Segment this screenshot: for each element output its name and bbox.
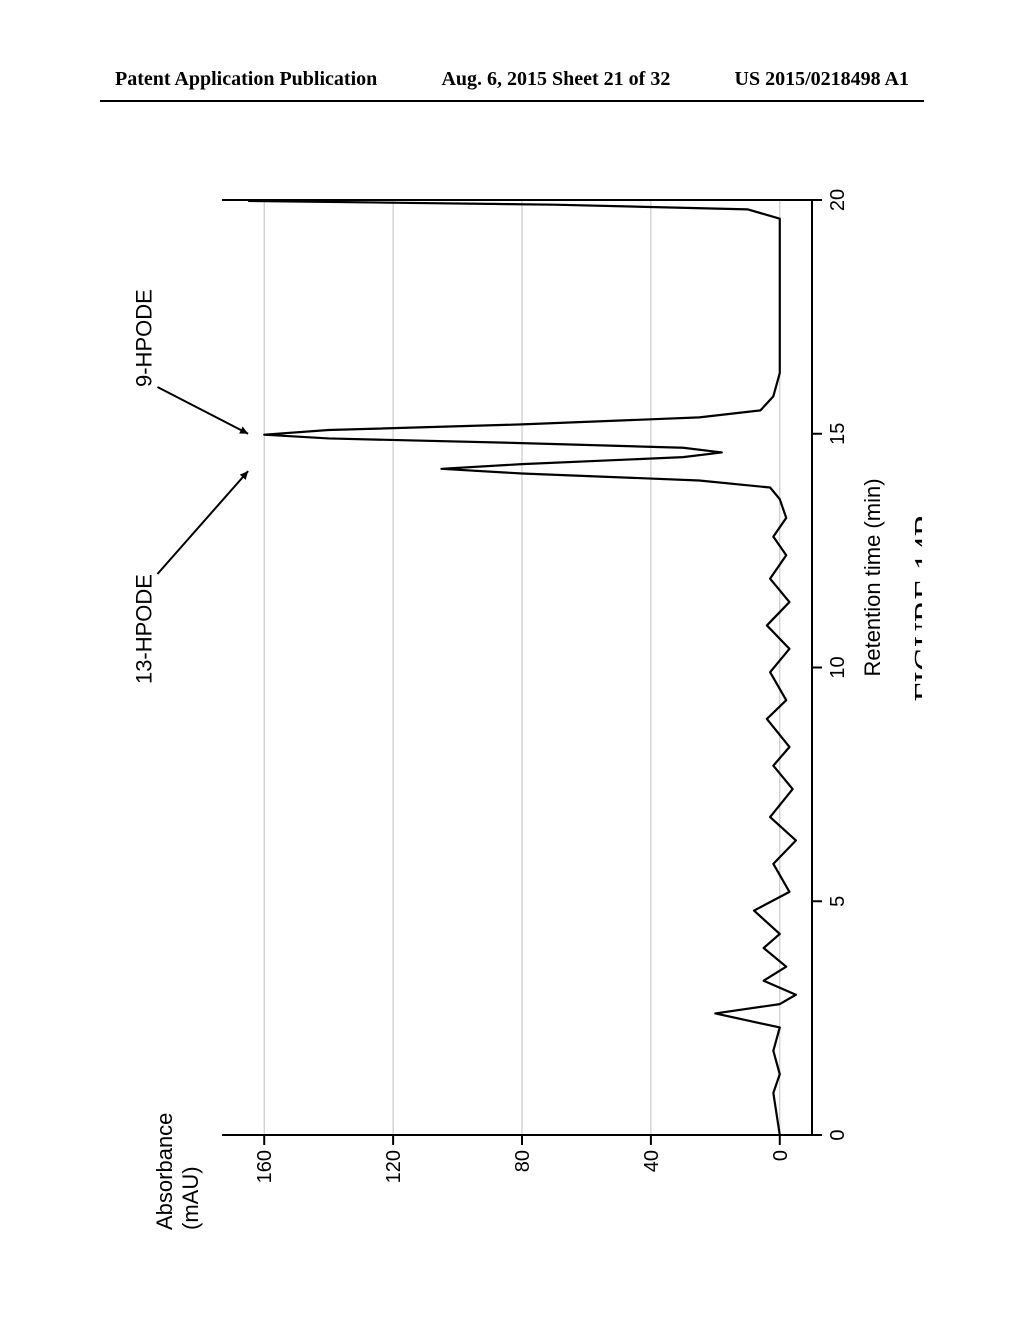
svg-text:20: 20: [827, 189, 849, 211]
page-header: Patent Application Publication Aug. 6, 2…: [0, 68, 1024, 91]
svg-text:0: 0: [827, 1129, 849, 1140]
header-center: Aug. 6, 2015 Sheet 21 of 32: [441, 68, 670, 91]
svg-text:Absorbance: Absorbance: [152, 1113, 177, 1230]
svg-text:Retention time (min): Retention time (min): [860, 478, 885, 676]
figure-14b: 0 40 80 120 160 0 5 10 15 20 Absorbance(mAU) Retent…: [102, 170, 922, 1240]
header-rule: [100, 100, 924, 102]
svg-text:5: 5: [827, 896, 849, 907]
svg-text:9-HPODE: 9-HPODE: [131, 289, 156, 387]
svg-text:40: 40: [641, 1150, 663, 1172]
svg-text:13-HPODE: 13-HPODE: [131, 574, 156, 684]
header-left: Patent Application Publication: [115, 68, 377, 91]
svg-text:15: 15: [827, 423, 849, 445]
svg-text:120: 120: [383, 1150, 405, 1183]
svg-text:0: 0: [770, 1150, 792, 1161]
svg-text:FIGURE 14B: FIGURE 14B: [908, 514, 922, 702]
svg-text:80: 80: [512, 1150, 534, 1172]
svg-text:(mAU): (mAU): [178, 1166, 203, 1230]
header-right: US 2015/0218498 A1: [735, 68, 909, 91]
chromatogram-chart: 0 40 80 120 160 0 5 10 15 20 Absorbance(mAU) Retent…: [102, 170, 922, 1240]
svg-text:10: 10: [827, 656, 849, 678]
svg-text:160: 160: [254, 1150, 276, 1183]
